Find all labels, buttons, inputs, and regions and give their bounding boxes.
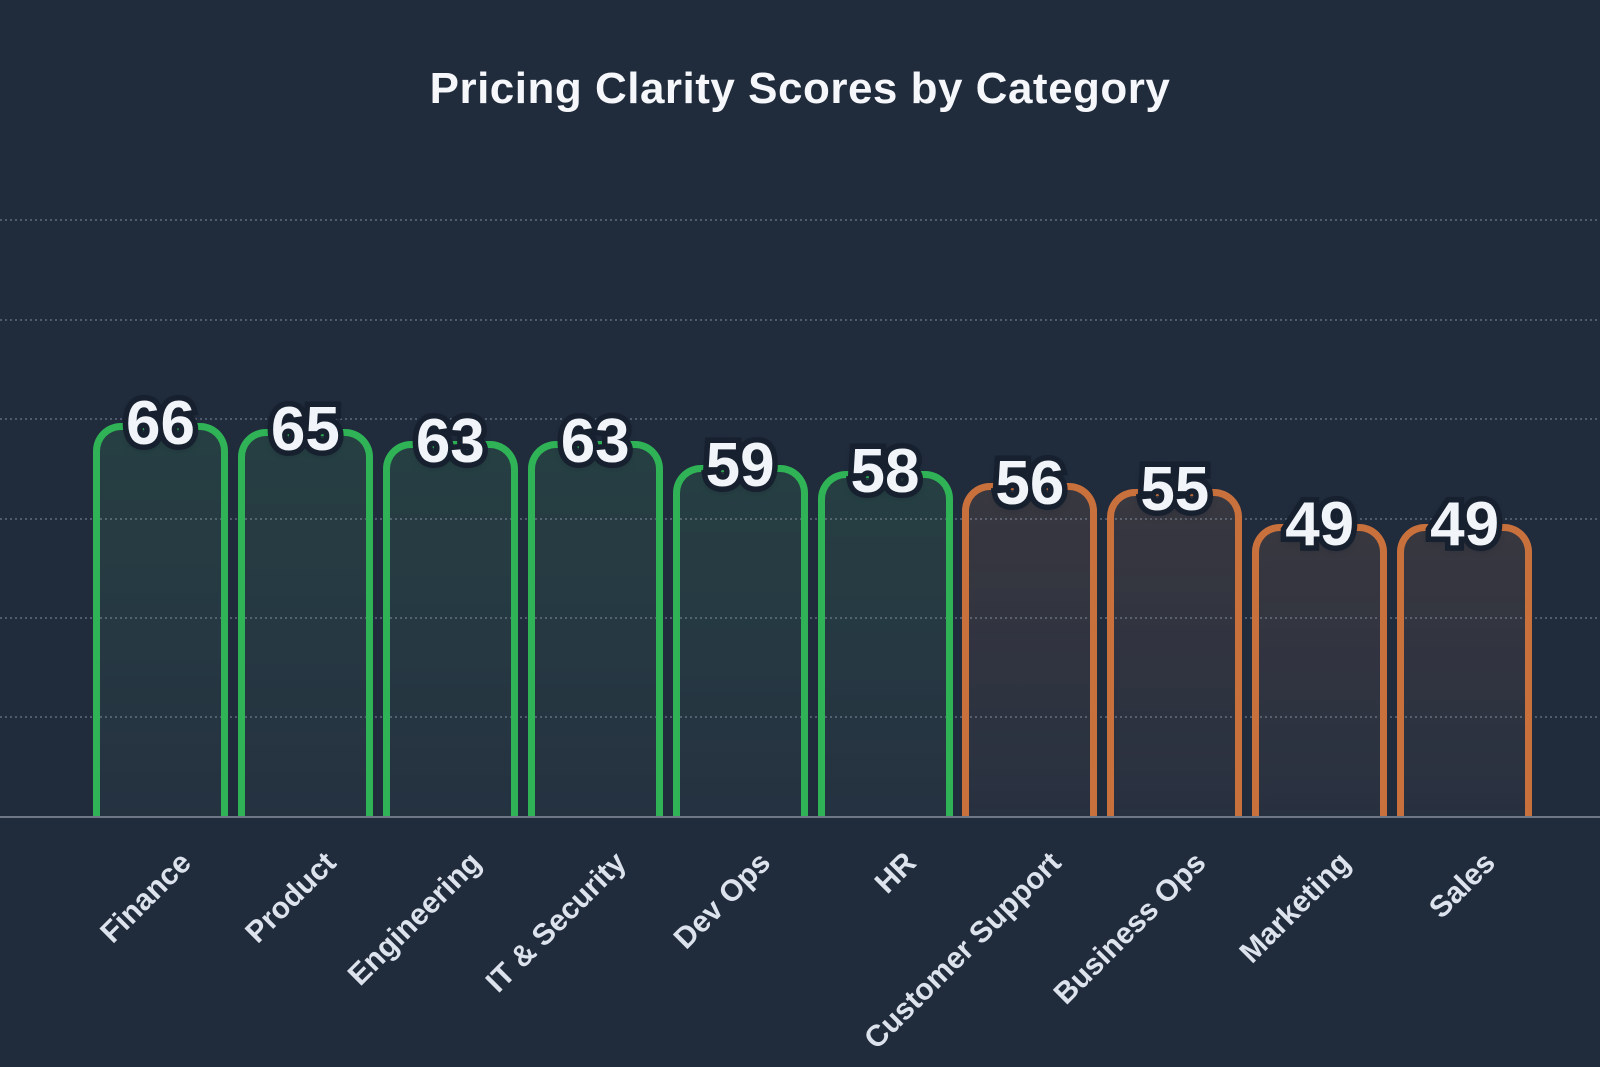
bar-business-ops [1107,488,1243,817]
x-axis-tick-label-dev-ops: Dev Ops [668,846,778,956]
gridline [0,318,1600,321]
gridline [0,716,1600,719]
x-axis-line [0,816,1600,818]
gridline [0,219,1600,221]
bar-value-text: 63 [415,406,485,476]
bar-fill-sales [1397,524,1533,817]
bar-value-outline: 65 [265,393,345,466]
bar-value-label-dev-ops: 59 59 [700,429,780,502]
bar-value-label-finance: 66 66 [121,387,201,460]
bar-fill-dev-ops [672,464,808,817]
gridline [0,517,1600,520]
bar-value-label-customer-support: 56 56 [990,447,1070,520]
bar-it-security [527,440,663,817]
x-axis-tick-label-hr: HR [868,846,923,900]
bar-value-label-business-ops: 55 55 [1135,453,1215,526]
bar-value-outline: 63 [410,405,490,478]
x-axis-tick-label-it-security: IT & Security [479,846,633,1000]
bar-value-label-sales: 49 49 [1425,488,1505,561]
gridline [0,617,1600,620]
bar-value-outline: 56 [990,447,1070,520]
chart-title: Pricing Clarity Scores by Category [429,64,1171,113]
bar-value-outline: 49 [1280,488,1360,561]
bar-value-label-it-security: 63 63 [555,405,635,478]
bar-value-text: 66 [126,388,195,458]
bar-value-text: 58 [850,436,920,506]
bar-value-outline: 49 [1425,488,1505,561]
bar-value-outline: 66 [121,387,201,460]
bar-fill-product [237,428,373,817]
bar-value-text: 55 [1140,454,1210,524]
bar-value-outline: 59 [700,429,780,502]
bar-value-label-engineering: 63 63 [410,405,490,478]
bar-fill-engineering [382,440,518,817]
bar-value-outline: 58 [845,435,925,508]
bar-value-text: 65 [270,394,340,464]
bar-product [237,428,373,817]
x-axis-tick-label-marketing: Marketing [1233,846,1358,970]
bar-sales [1397,524,1533,817]
x-axis-tick-label-sales: Sales [1423,846,1502,925]
bar-value-outline: 55 [1135,453,1215,526]
bar-fill-hr [817,470,953,817]
bar-value-text: 63 [560,406,630,476]
bar-finance [93,422,228,817]
bar-fill-it-security [527,440,663,817]
bar-value-text: 59 [705,430,775,500]
bar-engineering [382,440,518,817]
bar-customer-support [962,482,1098,817]
x-axis-tick-label-engineering: Engineering [341,846,488,992]
bar-marketing [1252,524,1388,817]
gridline [0,417,1600,420]
x-axis-tick-label-product: Product [239,846,343,950]
bar-fill-finance [93,422,228,817]
bar-fill-marketing [1252,524,1388,817]
bar-value-text: 49 [1285,490,1355,560]
bar-value-label-product: 65 65 [265,393,345,466]
bar-value-label-hr: 58 58 [845,435,925,508]
bar-value-text: 49 [1430,490,1500,560]
bar-dev-ops [672,464,808,817]
bar-fill-business-ops [1107,488,1243,817]
bar-value-text: 56 [995,448,1065,518]
bar-value-label-marketing: 49 49 [1280,488,1360,561]
x-axis-tick-label-finance: Finance [94,846,198,950]
bar-hr [817,470,953,817]
x-axis-tick-label-business-ops: Business Ops [1047,846,1213,1011]
bar-fill-customer-support [962,482,1098,817]
bar-value-outline: 63 [555,405,635,478]
